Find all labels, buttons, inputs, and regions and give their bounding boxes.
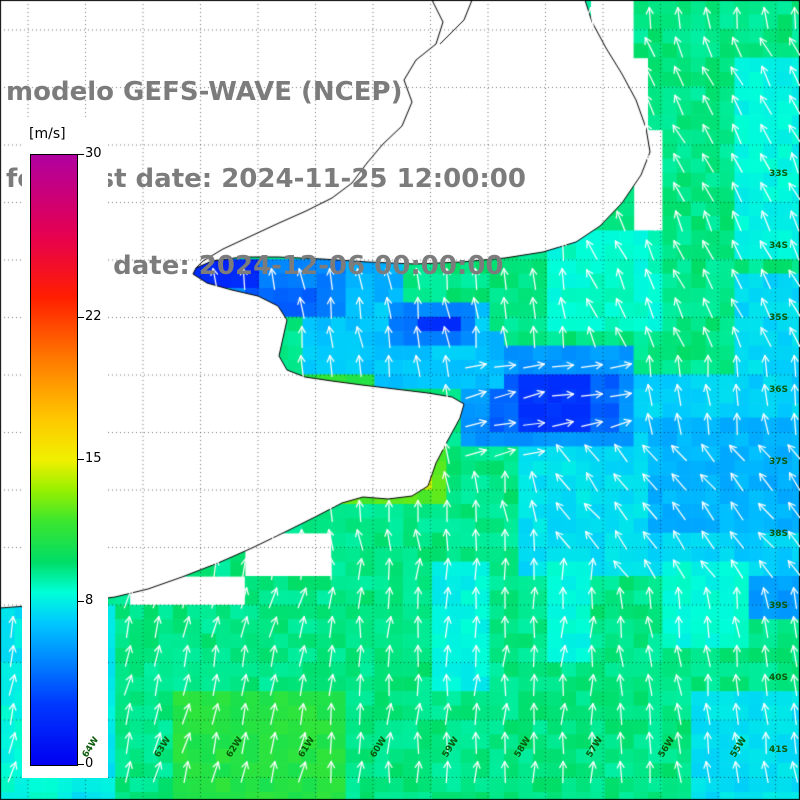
colorbar: [m/s] 30 22 15 8 0 xyxy=(22,120,108,778)
lat-label-36S: 36S xyxy=(769,385,789,395)
lat-label-38S: 38S xyxy=(769,529,789,539)
lat-label-40S: 40S xyxy=(769,673,789,683)
colorbar-tick-label-8: 8 xyxy=(85,593,94,609)
colorbar-tick-mark-22 xyxy=(78,316,84,318)
colorbar-tick-label-0: 0 xyxy=(85,756,94,771)
colorbar-gradient xyxy=(30,154,78,766)
colorbar-tick-label-22: 22 xyxy=(85,308,102,324)
model-title: modelo GEFS-WAVE (NCEP) xyxy=(6,77,403,107)
colorbar-tick-label-30: 30 xyxy=(85,146,102,161)
lat-label-35S: 35S xyxy=(769,313,789,323)
lat-label-34S: 34S xyxy=(769,241,789,251)
colorbar-tick-mark-0 xyxy=(78,764,84,765)
lat-label-41S: 41S xyxy=(769,745,789,755)
colorbar-unit-label: [m/s] xyxy=(29,126,66,142)
colorbar-tick-mark-8 xyxy=(78,601,84,603)
colorbar-tick-label-15: 15 xyxy=(85,451,102,466)
colorbar-tick-mark-15 xyxy=(78,459,84,460)
colorbar-tick-mark-30 xyxy=(78,154,84,155)
lat-label-39S: 39S xyxy=(769,601,789,611)
lat-label-37S: 37S xyxy=(769,457,789,467)
lat-label-33S: 33S xyxy=(769,169,789,179)
